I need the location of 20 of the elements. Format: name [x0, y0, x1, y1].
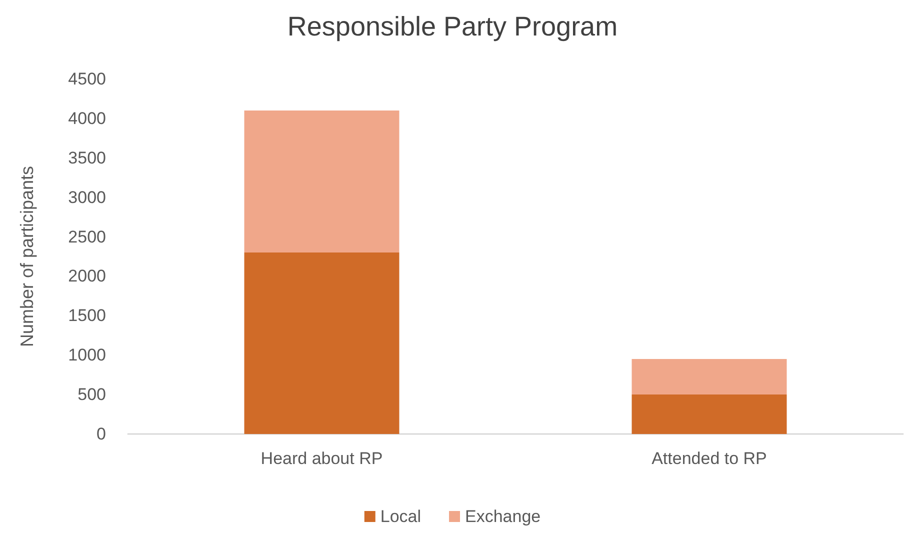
y-tick-label: 1000	[68, 346, 106, 365]
y-tick-label: 2000	[68, 266, 106, 286]
y-tick-label: 0	[96, 424, 106, 444]
bar	[632, 394, 787, 434]
chart-title: Responsible Party Program	[287, 12, 618, 42]
y-tick-label: 4000	[68, 108, 106, 128]
y-tick-label: 1500	[68, 306, 106, 326]
bar	[632, 359, 787, 395]
y-tick-label: 2500	[68, 227, 106, 246]
y-axis-title: Number of participants	[17, 166, 37, 348]
bar	[244, 110, 400, 253]
y-tick-label: 3000	[68, 188, 106, 207]
x-tick-label: Heard about RP	[260, 449, 383, 468]
y-tick-label: 3500	[68, 148, 106, 168]
bar	[244, 252, 400, 434]
y-tick-label: 500	[78, 385, 106, 404]
legend-label: Local	[380, 507, 422, 526]
x-tick-label: Attended to RP	[652, 449, 767, 468]
legend-label: Exchange	[465, 507, 541, 526]
y-tick-label: 4500	[68, 70, 106, 88]
